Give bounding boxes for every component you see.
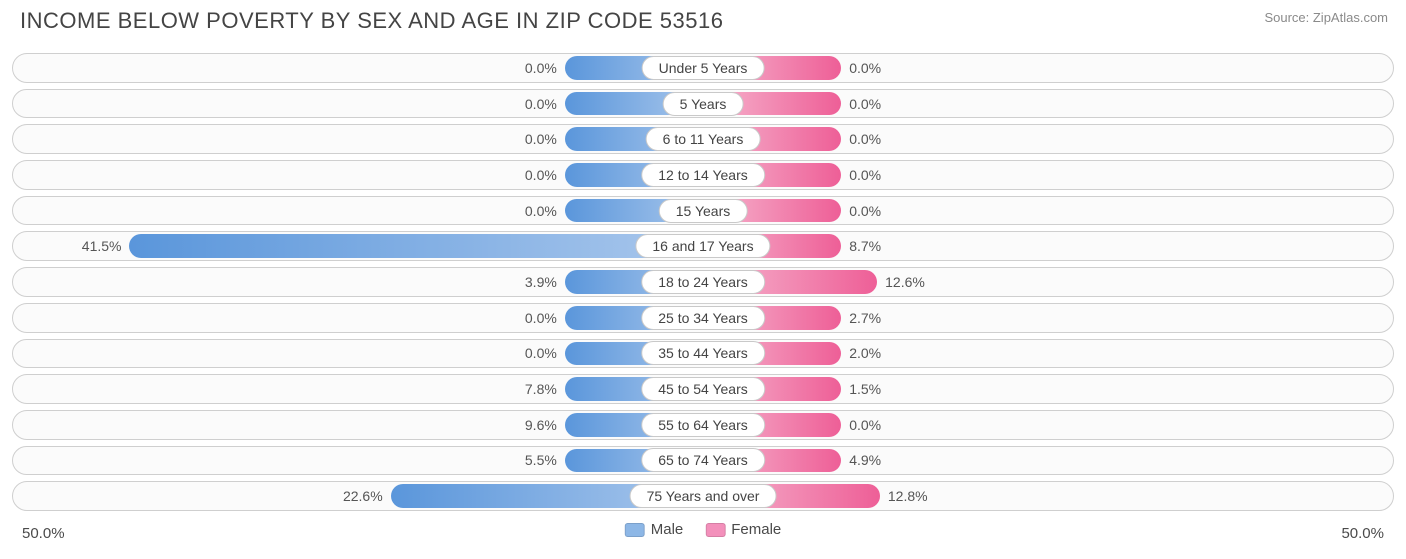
female-half: 4.9% [703, 443, 1394, 479]
female-half: 0.0% [703, 157, 1394, 193]
male-half: 7.8% [12, 371, 703, 407]
category-pill: 18 to 24 Years [641, 270, 765, 294]
female-value-label: 0.0% [849, 167, 881, 183]
male-value-label: 5.5% [525, 452, 557, 468]
source-attribution: Source: ZipAtlas.com [1264, 10, 1388, 25]
female-value-label: 0.0% [849, 203, 881, 219]
female-half: 0.0% [703, 193, 1394, 229]
axis-max-right: 50.0% [1341, 525, 1384, 542]
male-value-label: 9.6% [525, 417, 557, 433]
chart-row: 5.5% 4.9% 65 to 74 Years [12, 443, 1394, 479]
male-half: 0.0% [12, 336, 703, 372]
female-half: 0.0% [703, 121, 1394, 157]
male-value-label: 0.0% [525, 345, 557, 361]
male-value-label: 0.0% [525, 167, 557, 183]
chart-row: 7.8% 1.5% 45 to 54 Years [12, 371, 1394, 407]
legend-swatch-male [625, 523, 645, 537]
chart-title: INCOME BELOW POVERTY BY SEX AND AGE IN Z… [20, 8, 723, 34]
male-value-label: 7.8% [525, 381, 557, 397]
male-half: 0.0% [12, 121, 703, 157]
chart-row: 0.0% 0.0% 5 Years [12, 86, 1394, 122]
legend: Male Female [625, 521, 782, 538]
category-pill: 16 and 17 Years [635, 234, 770, 258]
category-pill: Under 5 Years [642, 56, 765, 80]
male-value-label: 0.0% [525, 310, 557, 326]
female-value-label: 0.0% [849, 60, 881, 76]
category-pill: 25 to 34 Years [641, 306, 765, 330]
category-pill: 5 Years [663, 92, 744, 116]
female-value-label: 0.0% [849, 131, 881, 147]
category-pill: 55 to 64 Years [641, 413, 765, 437]
category-pill: 6 to 11 Years [646, 127, 761, 151]
male-half: 9.6% [12, 407, 703, 443]
chart-row: 41.5% 8.7% 16 and 17 Years [12, 228, 1394, 264]
chart-row: 0.0% 2.0% 35 to 44 Years [12, 336, 1394, 372]
female-half: 0.0% [703, 50, 1394, 86]
female-half: 12.8% [703, 478, 1394, 514]
category-pill: 65 to 74 Years [641, 448, 765, 472]
female-value-label: 0.0% [849, 96, 881, 112]
legend-item-male: Male [625, 521, 684, 538]
male-value-label: 0.0% [525, 60, 557, 76]
female-value-label: 2.0% [849, 345, 881, 361]
category-pill: 12 to 14 Years [641, 163, 765, 187]
chart-row: 0.0% 2.7% 25 to 34 Years [12, 300, 1394, 336]
male-value-label: 0.0% [525, 96, 557, 112]
male-value-label: 3.9% [525, 274, 557, 290]
chart-row: 3.9% 12.6% 18 to 24 Years [12, 264, 1394, 300]
male-value-label: 41.5% [82, 238, 122, 254]
female-half: 8.7% [703, 228, 1394, 264]
male-half: 0.0% [12, 50, 703, 86]
male-half: 0.0% [12, 193, 703, 229]
male-half: 0.0% [12, 300, 703, 336]
male-half: 22.6% [12, 478, 703, 514]
male-half: 0.0% [12, 86, 703, 122]
category-pill: 35 to 44 Years [641, 341, 765, 365]
chart-area: 0.0%0.0%Under 5 Years0.0%0.0%5 Years0.0%… [12, 50, 1394, 515]
legend-label-male: Male [651, 521, 684, 538]
axis-max-left: 50.0% [22, 525, 65, 542]
female-half: 2.7% [703, 300, 1394, 336]
chart-row: 0.0% 0.0% 6 to 11 Years [12, 121, 1394, 157]
male-value-label: 0.0% [525, 131, 557, 147]
female-half: 12.6% [703, 264, 1394, 300]
female-value-label: 8.7% [849, 238, 881, 254]
category-pill: 75 Years and over [630, 484, 777, 508]
female-value-label: 2.7% [849, 310, 881, 326]
chart-row: 0.0% 0.0% 12 to 14 Years [12, 157, 1394, 193]
chart-row: 0.0% 0.0% Under 5 Years [12, 50, 1394, 86]
legend-swatch-female [705, 523, 725, 537]
female-half: 2.0% [703, 336, 1394, 372]
category-pill: 45 to 54 Years [641, 377, 765, 401]
category-pill: 15 Years [659, 199, 748, 223]
female-value-label: 12.6% [885, 274, 925, 290]
male-bar [129, 234, 703, 258]
chart-row: 9.6% 0.0% 55 to 64 Years [12, 407, 1394, 443]
chart-row: 22.6% 12.8% 75 Years and over [12, 478, 1394, 514]
axis-area: 50.0% 50.0% Male Female [12, 521, 1394, 551]
legend-item-female: Female [705, 521, 781, 538]
male-value-label: 22.6% [343, 488, 383, 504]
female-value-label: 0.0% [849, 417, 881, 433]
female-value-label: 1.5% [849, 381, 881, 397]
legend-label-female: Female [731, 521, 781, 538]
male-half: 3.9% [12, 264, 703, 300]
male-half: 41.5% [12, 228, 703, 264]
male-half: 0.0% [12, 157, 703, 193]
female-value-label: 4.9% [849, 452, 881, 468]
female-half: 0.0% [703, 407, 1394, 443]
chart-row: 0.0% 0.0% 15 Years [12, 193, 1394, 229]
female-value-label: 12.8% [888, 488, 928, 504]
female-half: 1.5% [703, 371, 1394, 407]
female-half: 0.0% [703, 86, 1394, 122]
male-value-label: 0.0% [525, 203, 557, 219]
male-half: 5.5% [12, 443, 703, 479]
